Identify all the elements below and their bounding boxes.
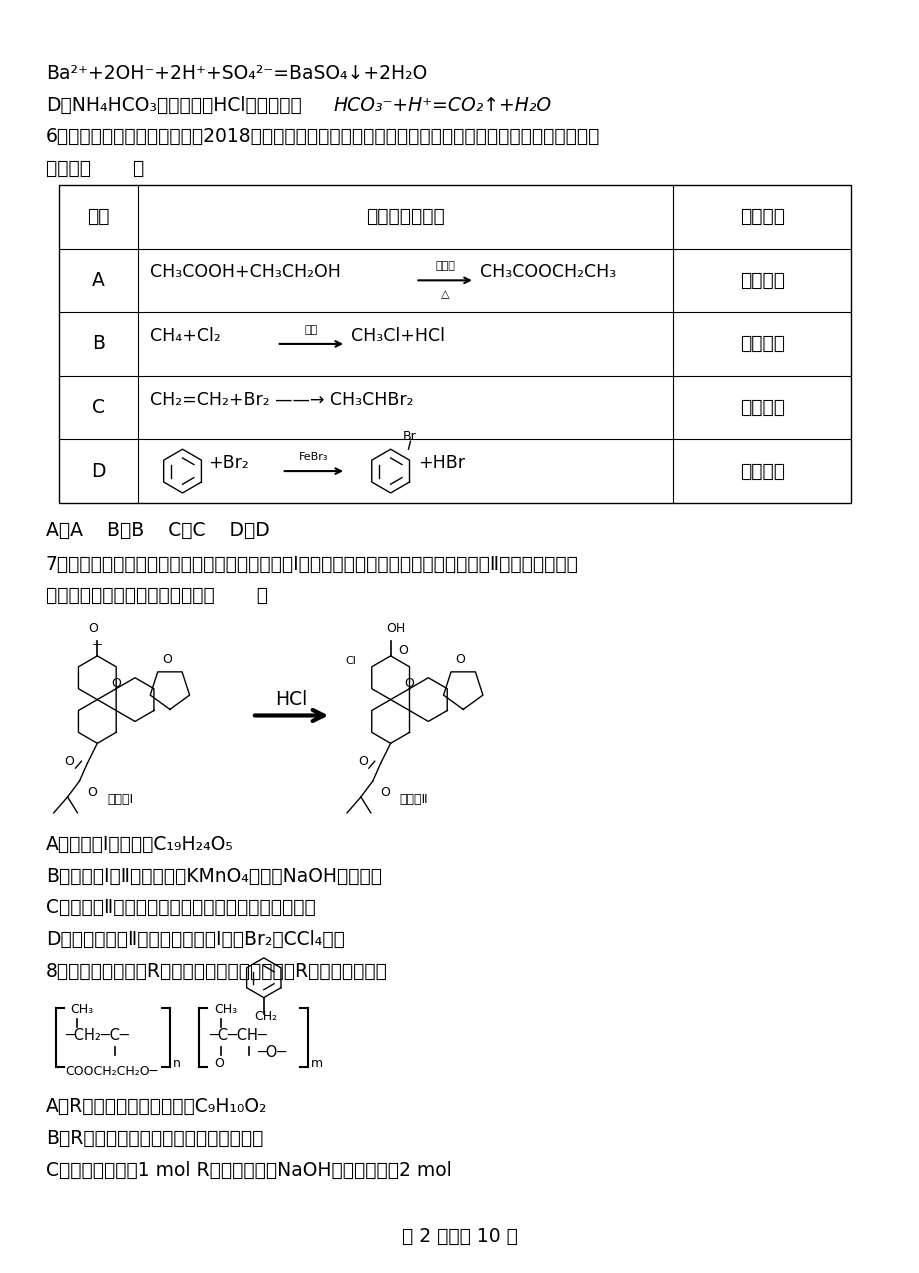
Text: D．NH₄HCO₃溶液与过量HCl溶液混合：: D．NH₄HCO₃溶液与过量HCl溶液混合： [46, 95, 301, 115]
Text: CH₃COOH+CH₃CH₂OH: CH₃COOH+CH₃CH₂OH [150, 264, 340, 281]
Text: CH₃COOCH₂CH₃: CH₃COOCH₂CH₃ [480, 264, 616, 281]
Text: A．A    B．B    C．C    D．D: A．A B．B C．C D．D [46, 521, 269, 540]
Text: B．化合物Ⅰ和Ⅱ均能与酸性KMnO₄溶液和NaOH溶液反应: B．化合物Ⅰ和Ⅱ均能与酸性KMnO₄溶液和NaOH溶液反应 [46, 867, 381, 886]
Text: 加成反应: 加成反应 [739, 398, 784, 418]
Text: △: △ [440, 289, 448, 299]
Text: FeBr₃: FeBr₃ [299, 452, 328, 462]
Text: HCl: HCl [275, 690, 307, 709]
Text: O: O [111, 677, 121, 690]
Text: 7．我国科研人员以传统中药为原料先制得化合物Ⅰ，再转化为具有抗癌抑菌活性的化合物Ⅱ，有关转化如图: 7．我国科研人员以传统中药为原料先制得化合物Ⅰ，再转化为具有抗癌抑菌活性的化合物… [46, 555, 578, 574]
Text: CH₄+Cl₂: CH₄+Cl₂ [150, 327, 221, 345]
Text: CH₂=CH₂+Br₂ ——→ CH₃CHBr₂: CH₂=CH₂+Br₂ ——→ CH₃CHBr₂ [150, 391, 413, 409]
Text: O: O [162, 653, 172, 667]
Text: 8．某高分子化合物R的结构简式如图，下列有关R的说法正确的是: 8．某高分子化合物R的结构简式如图，下列有关R的说法正确的是 [46, 962, 387, 981]
Text: O: O [357, 755, 368, 768]
Text: COOCH₂CH₂O─: COOCH₂CH₂O─ [65, 1066, 157, 1078]
Text: 化学反应方程式: 化学反应方程式 [366, 207, 445, 227]
Text: O: O [380, 787, 391, 799]
Text: A．化合物Ⅰ分子式为C₁₉H₂₄O₅: A．化合物Ⅰ分子式为C₁₉H₂₄O₅ [46, 835, 233, 854]
Text: D: D [91, 462, 106, 481]
Text: 反应类型: 反应类型 [739, 207, 784, 227]
Text: C．化合物Ⅱ一定条件下能发生取代、消去及加成反应: C．化合物Ⅱ一定条件下能发生取代、消去及加成反应 [46, 899, 315, 918]
Text: 化合物Ⅱ: 化合物Ⅱ [399, 793, 427, 806]
Text: Ba²⁺+2OH⁻+2H⁺+SO₄²⁻=BaSO₄↓+2H₂O: Ba²⁺+2OH⁻+2H⁺+SO₄²⁻=BaSO₄↓+2H₂O [46, 64, 426, 83]
Text: O: O [404, 677, 414, 690]
Bar [59, 185, 850, 503]
Text: +HBr: +HBr [418, 454, 465, 472]
Text: O: O [455, 653, 465, 667]
Text: O: O [214, 1058, 224, 1071]
Text: C: C [92, 398, 105, 418]
Text: O: O [87, 787, 97, 799]
Text: 确的是（       ）: 确的是（ ） [46, 159, 144, 178]
Text: C．碱性条件下，1 mol R完全水解消耗NaOH的物质的量为2 mol: C．碱性条件下，1 mol R完全水解消耗NaOH的物质的量为2 mol [46, 1161, 451, 1180]
Text: +Br₂: +Br₂ [208, 454, 249, 472]
Text: ─O─: ─O─ [256, 1045, 286, 1059]
Text: A: A [92, 271, 105, 290]
Text: 所示，下列有关说法不正确的是（       ）: 所示，下列有关说法不正确的是（ ） [46, 587, 267, 606]
Text: 置换反应: 置换反应 [739, 335, 784, 354]
Text: ─CH₂─C─: ─CH₂─C─ [65, 1027, 129, 1043]
Text: O: O [398, 644, 408, 657]
Text: 选项: 选项 [87, 207, 109, 227]
Text: 化合物Ⅰ: 化合物Ⅰ [107, 793, 133, 806]
Text: 光照: 光照 [304, 325, 318, 335]
Text: 浓硫酸: 浓硫酸 [435, 261, 455, 271]
Text: CH₃Cl+HCl: CH₃Cl+HCl [351, 327, 445, 345]
Text: B: B [92, 335, 105, 354]
Text: 6．【黑龙江省大庆市第十中剦2018届高三第一次教学质量检测】下列有机化学反应方程式及反应类型均正: 6．【黑龙江省大庆市第十中剦2018届高三第一次教学质量检测】下列有机化学反应方… [46, 127, 599, 146]
Text: n: n [173, 1058, 180, 1071]
Text: ─C─CH─: ─C─CH─ [209, 1027, 267, 1043]
Text: A．R的单体之一的分子式为C₉H₁₀O₂: A．R的单体之一的分子式为C₉H₁₀O₂ [46, 1097, 267, 1116]
Text: 酯化反应: 酯化反应 [739, 271, 784, 290]
Text: m: m [311, 1058, 323, 1071]
Text: HCO₃⁻+H⁺=CO₂↑+H₂O: HCO₃⁻+H⁺=CO₂↑+H₂O [333, 95, 550, 115]
Text: B．R完全水解后生成物均为小分子有机物: B．R完全水解后生成物均为小分子有机物 [46, 1129, 263, 1148]
Text: Br: Br [403, 430, 415, 443]
Text: 取代反应: 取代反应 [739, 462, 784, 481]
Text: CH₃: CH₃ [214, 1003, 237, 1016]
Text: Cl: Cl [346, 656, 356, 666]
Text: 第 2 页，共 10 页: 第 2 页，共 10 页 [402, 1227, 517, 1245]
Text: OH: OH [386, 621, 405, 634]
Text: D．检验化合物Ⅱ中是否含化合物Ⅰ可用Br₂的CCl₄溶液: D．检验化合物Ⅱ中是否含化合物Ⅰ可用Br₂的CCl₄溶液 [46, 931, 345, 950]
Text: CH₃: CH₃ [71, 1003, 94, 1016]
Text: O: O [64, 755, 74, 768]
Text: CH₂: CH₂ [254, 1009, 277, 1022]
Text: O: O [88, 621, 98, 634]
